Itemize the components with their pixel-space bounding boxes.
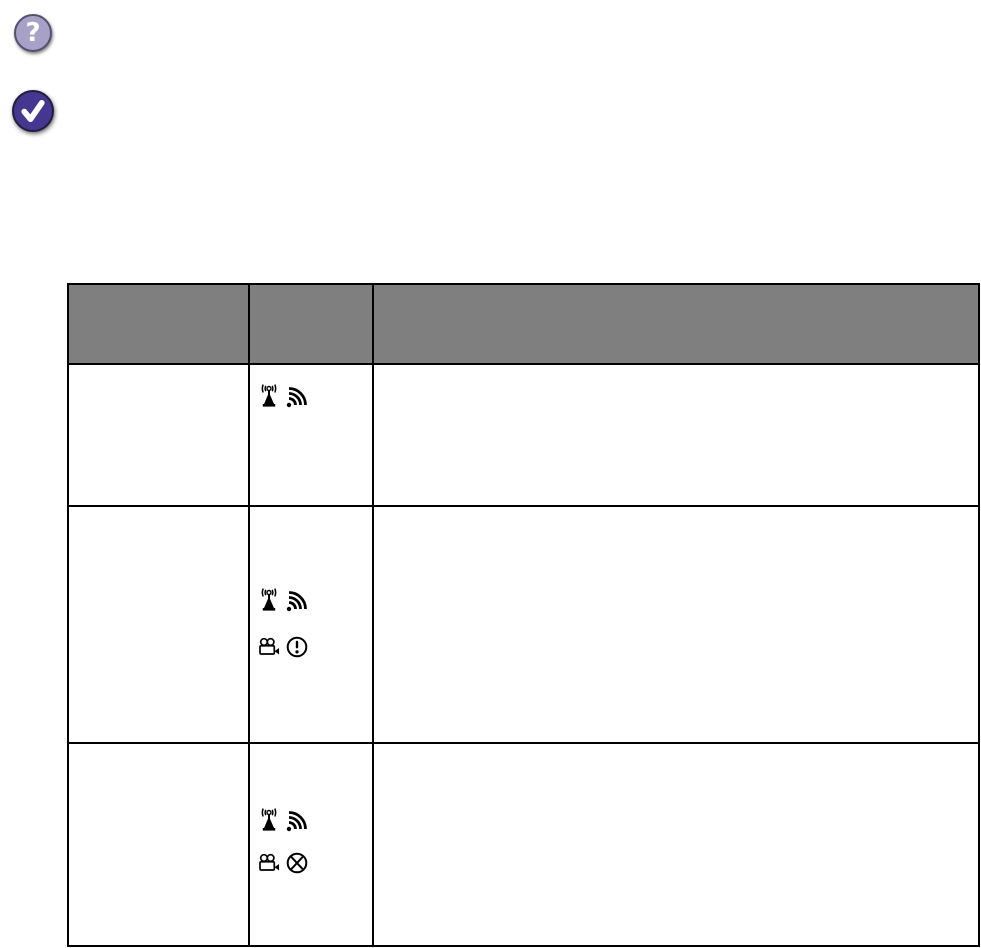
table-row [67,742,980,947]
question-mark-icon: ? [14,14,52,52]
table-cell-icons [248,505,374,744]
status-icon-group [257,807,309,833]
table-cell-right [372,742,980,947]
wifi-signal-icon [285,383,309,409]
table-cell-left [67,742,250,947]
header-row [67,283,980,365]
header-cell-3 [372,283,980,365]
status-icon-group [257,383,309,409]
header-cell-1 [67,283,250,365]
table-cell-icons [248,742,374,947]
table-cell-icons [248,363,374,507]
wifi-signal-icon [285,807,309,833]
transmitter-icon [257,807,281,833]
status-icon-group [257,587,309,613]
checkmark-glyph [21,100,45,122]
table-row [67,363,980,507]
video-camera-icon [257,634,281,660]
icon-stack [250,744,372,876]
transmitter-icon [257,587,281,613]
icon-stack [250,507,372,660]
exclamation-circle-icon [285,634,309,660]
status-table-body [67,363,980,947]
status-table [67,283,980,947]
table-cell-left [67,363,250,507]
status-icon-group [257,634,309,660]
question-mark-glyph: ? [25,18,41,48]
table-cell-right [372,505,980,744]
table-cell-left [67,505,250,744]
transmitter-icon [257,383,281,409]
wifi-signal-icon [285,587,309,613]
table-row [67,505,980,744]
header-cell-2 [248,283,374,365]
status-table-header [67,283,980,365]
video-camera-icon [257,850,281,876]
icon-stack [250,365,372,409]
checkmark-icon [12,90,54,132]
status-icon-group [257,850,309,876]
table-cell-right [372,363,980,507]
x-circle-icon [285,850,309,876]
